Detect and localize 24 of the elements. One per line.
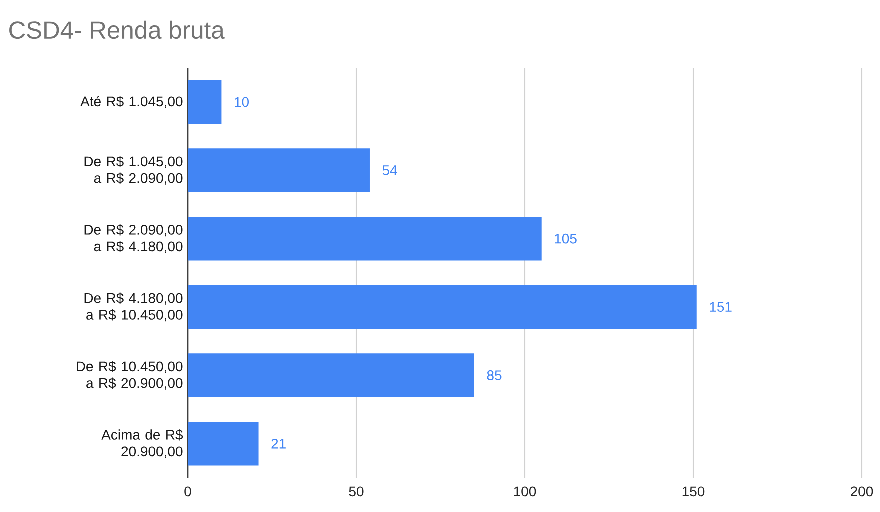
y-tick-label: De R$ 2.090,00 a R$ 4.180,00 [84,224,183,254]
bar [188,80,222,124]
data-label: 85 [487,370,502,380]
y-tick-label: De R$ 1.045,00 a R$ 2.090,00 [84,156,183,185]
y-tick-label: Até R$ 1.045,00 [80,96,183,108]
x-tick-label: 50 [349,486,364,497]
y-tick-label: De R$ 10.450,00 a R$ 20.900,00 [77,361,183,390]
y-tick-label: De R$ 4.180,00 a R$ 10.450,00 [84,292,183,322]
data-label: 10 [235,97,249,108]
bar [188,354,474,398]
y-tick-label: Acima de R$ 20.900,00 [102,429,184,458]
x-tick-label: 0 [184,486,192,497]
bar [188,285,697,330]
data-label: 21 [272,438,286,449]
data-label: 105 [555,234,577,244]
bar [188,148,370,192]
bar [188,422,259,466]
data-label: 151 [710,302,732,312]
x-tick-label: 150 [682,486,705,497]
chart-title: CSD4- Renda bruta [10,20,225,40]
data-label: 54 [382,166,398,176]
x-tick-label: 100 [514,486,536,497]
bar [188,216,542,261]
x-tick-label: 200 [851,486,874,497]
